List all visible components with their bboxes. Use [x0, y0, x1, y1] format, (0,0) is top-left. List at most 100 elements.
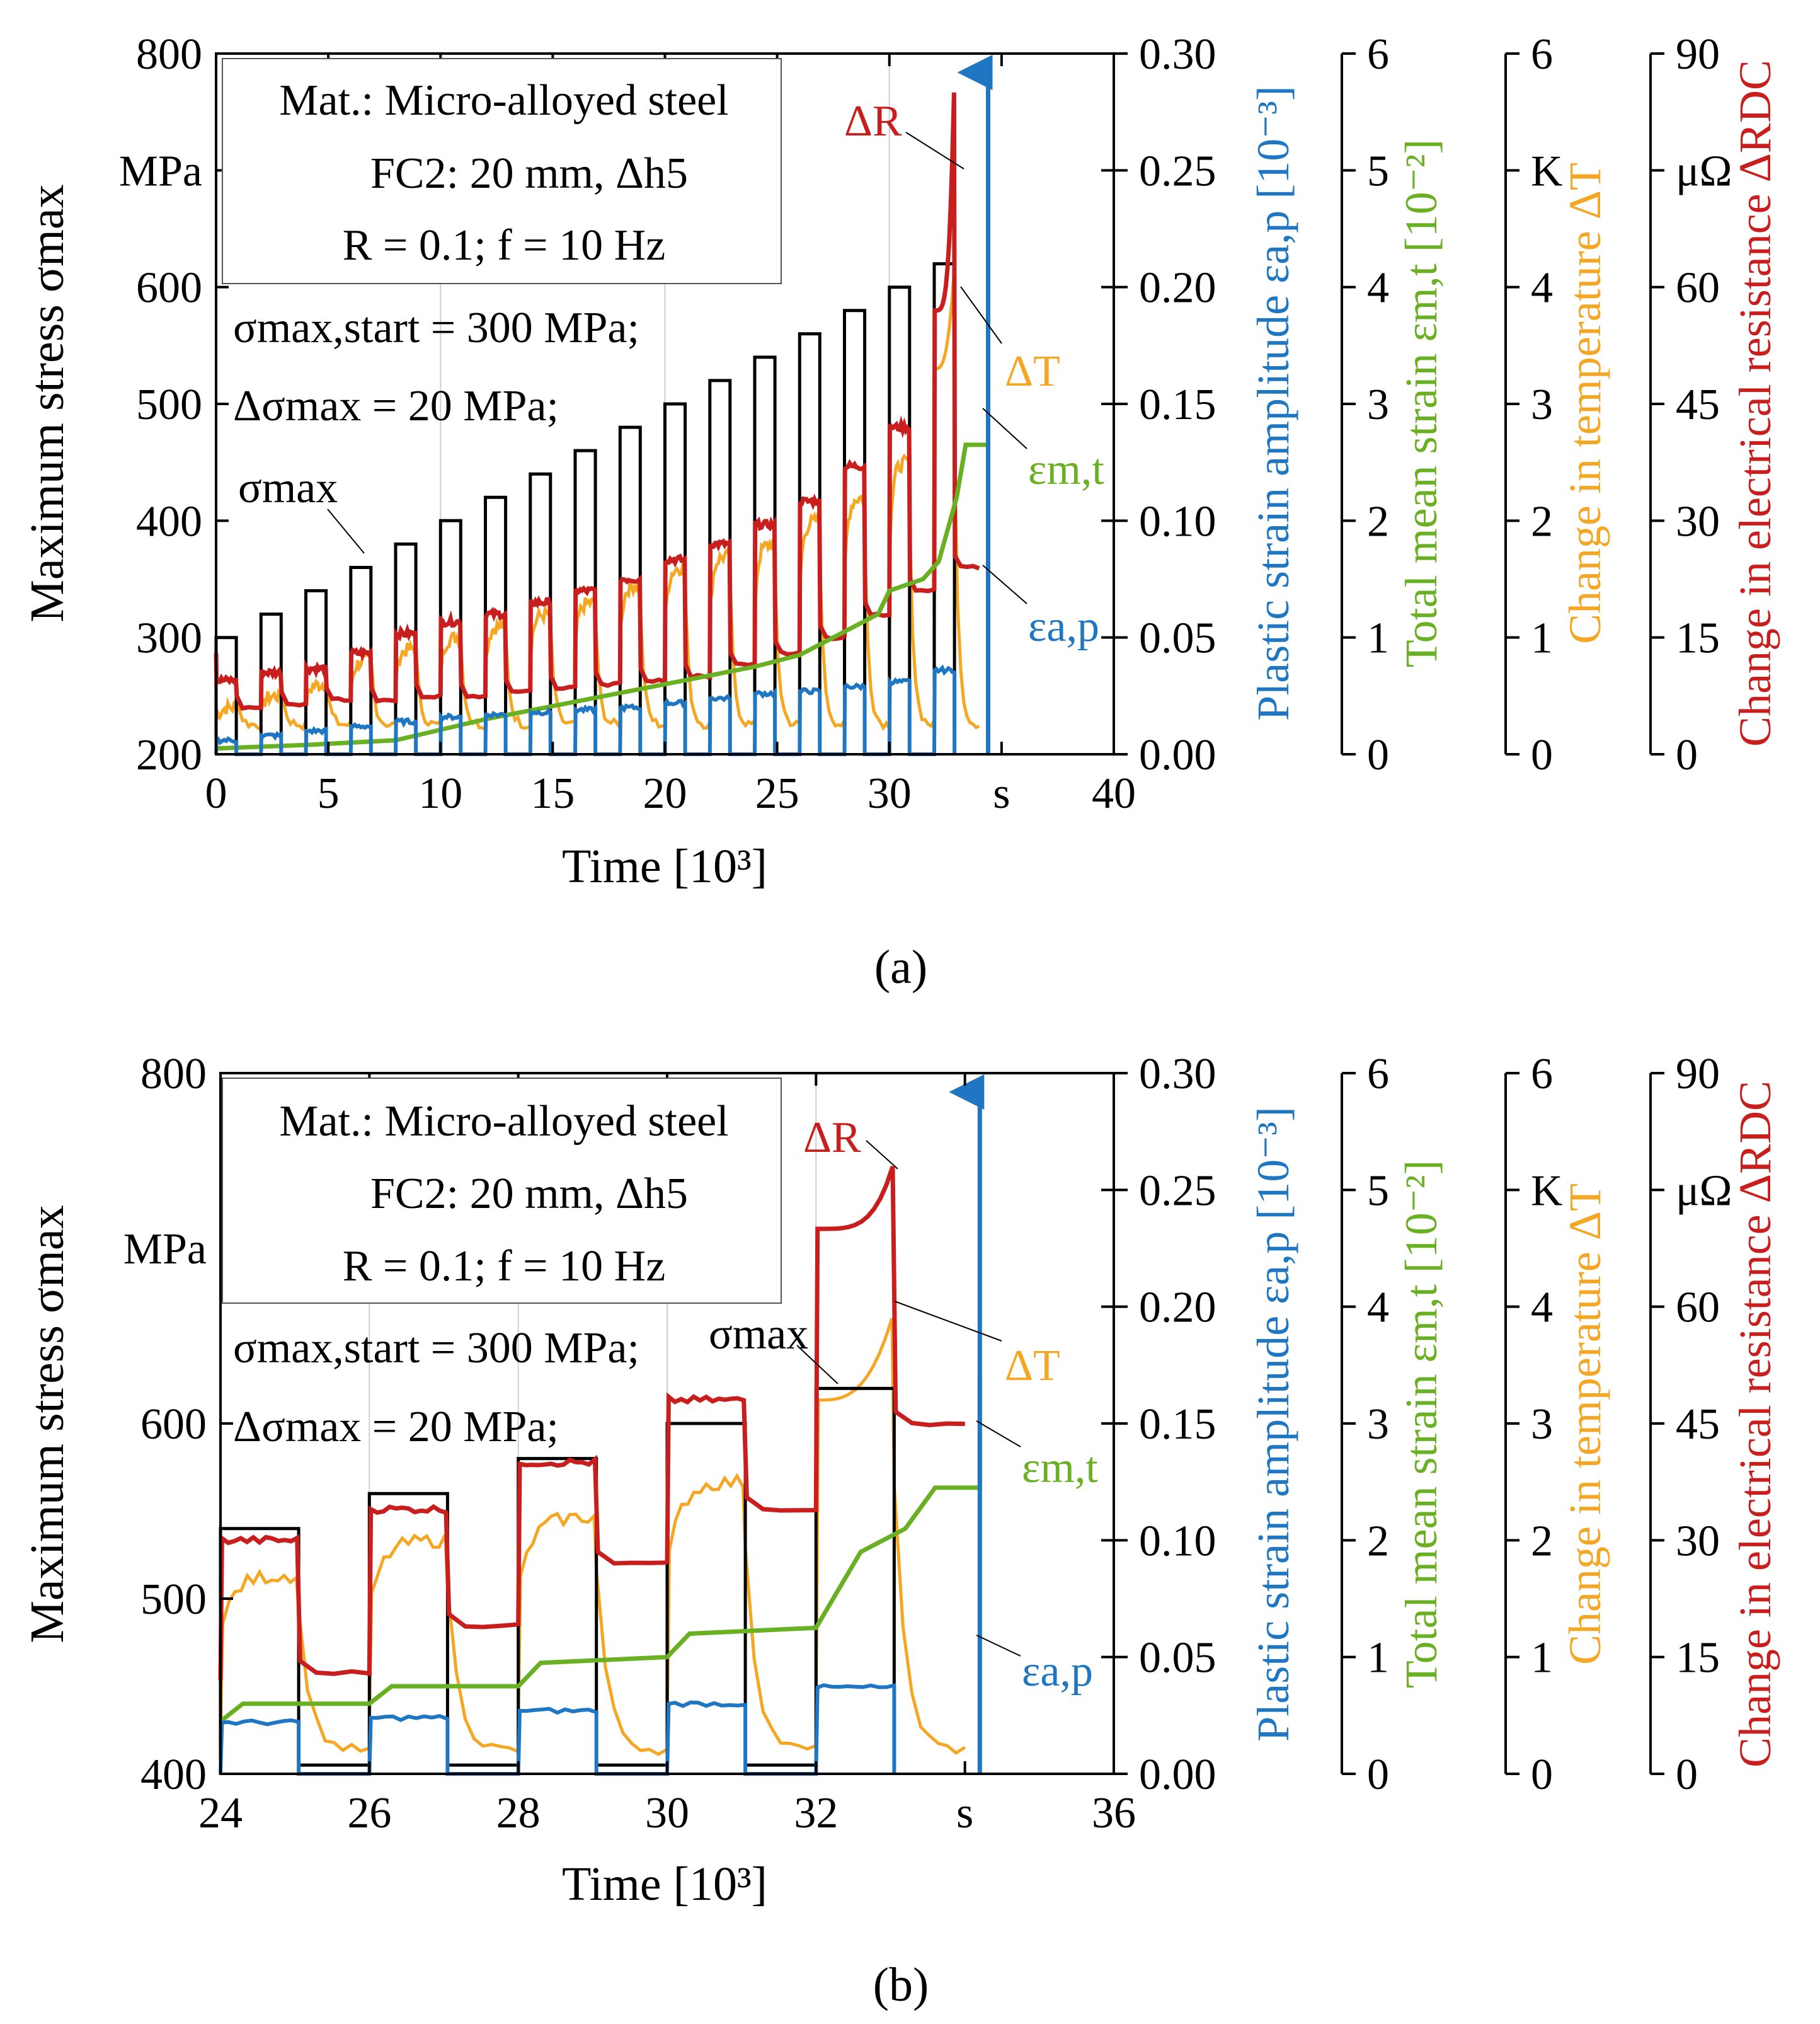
y-axis-title-eps-ap: Plastic strain amplitude εa,p [10⁻³]	[1248, 1107, 1298, 1742]
right-axis-tick-label: 5	[1367, 1166, 1389, 1215]
leader-sigma-max	[327, 509, 365, 554]
right-axis-tick-label: K	[1531, 147, 1563, 195]
right-axis-tick-label: 3	[1531, 1400, 1553, 1449]
series-sigma-max	[219, 1386, 896, 1767]
annotation-delta-sigma: Δσmax = 20 MPa;	[233, 1403, 559, 1451]
y-tick-label-stress: 600	[136, 264, 202, 313]
right-axis-tick-label: 0	[1676, 731, 1698, 779]
right-axis-tick-label: 0.05	[1139, 614, 1216, 663]
y-tick-label-stress: 400	[136, 497, 202, 546]
leader-eps-ap	[982, 565, 1027, 604]
x-tick-label: 10	[418, 769, 462, 818]
right-axis-tick-label: 0.30	[1139, 1050, 1216, 1098]
series-eps-ap	[219, 1682, 896, 1776]
series-delta-r	[218, 1166, 965, 1681]
panel-label-b: (b)	[873, 1958, 929, 2011]
annotation-delta-sigma: Δσmax = 20 MPa;	[233, 382, 559, 430]
right-axis-tick-label: 6	[1531, 1050, 1553, 1098]
x-tick-label: 25	[755, 769, 799, 818]
series-eps-ap	[214, 664, 957, 756]
right-axis-tick-label: 0.05	[1139, 1634, 1216, 1682]
leader-delta-t	[960, 286, 1002, 344]
right-axis-tick-label: 4	[1531, 1284, 1553, 1332]
right-axis-tick-label: 60	[1676, 1284, 1720, 1332]
y-axis-title-delta-r: Change in electrical resistance ΔRDC	[1730, 1081, 1780, 1768]
label-delta-t: ΔT	[1005, 1342, 1060, 1390]
right-axis-tick-label: 0.00	[1139, 731, 1216, 779]
right-axis-tick-label: 30	[1676, 497, 1720, 546]
x-tick-label: 30	[645, 1789, 689, 1837]
x-tick-label: 36	[1092, 1789, 1136, 1837]
y-tick-label-stress: 800	[140, 1050, 207, 1098]
x-tick-label: 40	[1092, 769, 1136, 818]
right-axis-tick-label: μΩ	[1676, 1166, 1732, 1215]
right-axis-tick-label: 90	[1676, 30, 1720, 79]
y-tick-label-stress: 500	[140, 1575, 207, 1624]
right-axis-tick-label: 0	[1531, 731, 1553, 779]
label-delta-r: ΔR	[803, 1113, 861, 1162]
label-eps-mt: εm,t	[1028, 446, 1104, 494]
right-axis-tick-label: 5	[1367, 147, 1389, 195]
leader-eps-ap	[976, 1635, 1021, 1657]
right-axis-tick-label: 0	[1367, 1751, 1389, 1799]
series-delta-r	[214, 92, 980, 711]
right-axis-tick-label: 0.20	[1139, 1284, 1216, 1332]
x-tick-label: 24	[198, 1789, 243, 1837]
right-axis-tick-label: μΩ	[1676, 147, 1732, 195]
annotation-sigma-start: σmax,start = 300 MPa;	[233, 1324, 639, 1372]
right-axis-tick-label: 0.10	[1139, 1517, 1216, 1565]
right-axis-tick-label: 4	[1367, 1284, 1389, 1332]
annotation-sigma-start: σmax,start = 300 MPa;	[233, 304, 639, 352]
right-axis-tick-label: 0.10	[1139, 497, 1216, 546]
y-tick-label-stress: MPa	[123, 1225, 207, 1274]
y-axis-title-eps-ap: Plastic strain amplitude εa,p [10⁻³]	[1248, 86, 1298, 721]
x-tick-label: s	[993, 769, 1010, 818]
y-tick-label-stress: 500	[136, 381, 202, 429]
x-axis-title: Time [10³]	[562, 840, 767, 893]
x-tick-label: 32	[794, 1789, 838, 1837]
right-axis-tick-label: 2	[1531, 1517, 1553, 1565]
y-tick-label-stress: 300	[136, 614, 202, 663]
right-axis-tick-label: 0.00	[1139, 1751, 1216, 1799]
y-tick-label-stress: 200	[136, 731, 202, 779]
right-axis-tick-label: 0.25	[1139, 147, 1216, 195]
right-axis-tick-label: 0	[1676, 1751, 1698, 1799]
leader-delta-t	[894, 1301, 1002, 1342]
right-axis-tick-label: K	[1531, 1166, 1563, 1215]
label-eps-ap: εa,p	[1022, 1647, 1093, 1696]
x-tick-label: 5	[318, 769, 340, 818]
x-tick-label: 28	[496, 1789, 541, 1837]
x-tick-label: 15	[530, 769, 575, 818]
right-axis-tick-label: 0	[1367, 731, 1389, 779]
right-axis-tick-label: 1	[1367, 614, 1389, 663]
right-axis-tick-label: 0.25	[1139, 1166, 1216, 1215]
label-sigma-max: σmax	[238, 464, 338, 512]
leader-delta-r	[905, 132, 964, 170]
label-eps-mt: εm,t	[1022, 1444, 1098, 1492]
y-axis-title-eps-mt: Total mean strain εm,t [10⁻²]	[1396, 1160, 1446, 1689]
right-axis-tick-label: 0.15	[1139, 1400, 1216, 1449]
annotation-fc2: FC2: 20 mm, Δh5	[370, 1170, 688, 1218]
panel-label-a: (a)	[874, 941, 927, 994]
series-delta-t	[219, 1318, 966, 1756]
right-axis-tick-label: 0.30	[1139, 30, 1216, 79]
leader-eps-mt	[976, 1420, 1021, 1447]
y-axis-title-stress: Maximum stress σmax	[21, 184, 74, 622]
series-eps-mt	[219, 1376, 982, 1723]
annotation-r-f: R = 0.1; f = 10 Hz	[343, 221, 666, 270]
right-axis-tick-label: 30	[1676, 1517, 1720, 1565]
annotation-fc2: FC2: 20 mm, Δh5	[370, 149, 688, 198]
right-axis-tick-label: 45	[1676, 381, 1720, 429]
series-delta-t	[214, 275, 980, 735]
right-axis-tick-label: 45	[1676, 1400, 1720, 1449]
y-tick-label-stress: MPa	[119, 147, 202, 195]
y-tick-label-stress: 600	[140, 1400, 207, 1449]
series-eps-mt	[215, 345, 990, 751]
leader-delta-r	[866, 1140, 898, 1170]
y-tick-label-stress: 400	[140, 1751, 207, 1799]
label-delta-t: ΔT	[1005, 347, 1060, 396]
right-axis-tick-label: 2	[1531, 497, 1553, 546]
right-axis-tick-label: 0.15	[1139, 381, 1216, 429]
right-axis-tick-label: 6	[1367, 30, 1389, 79]
